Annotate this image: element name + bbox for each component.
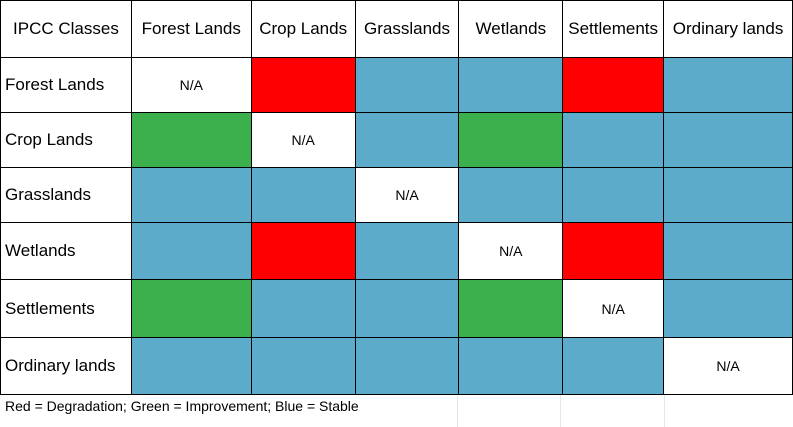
na-cell: N/A — [663, 337, 793, 395]
row-header: Settlements — [0, 279, 132, 338]
blue-cell — [663, 222, 793, 280]
header-row: IPCC Classes Forest Lands Crop Lands Gra… — [0, 0, 793, 58]
blue-cell — [354, 222, 460, 280]
column-header: Forest Lands — [130, 0, 252, 58]
red-cell — [562, 222, 665, 280]
table-row: Forest Lands N/A — [0, 57, 793, 113]
column-header: Grasslands — [354, 0, 460, 58]
na-cell: N/A — [354, 167, 460, 223]
green-cell — [458, 112, 564, 168]
blue-cell — [663, 112, 793, 168]
column-header: Wetlands — [458, 0, 564, 58]
red-cell — [250, 57, 356, 113]
column-header: Ordinary lands — [663, 0, 793, 58]
table-row: Grasslands N/A — [0, 167, 793, 223]
row-header: Crop Lands — [0, 112, 132, 168]
red-cell — [562, 57, 665, 113]
blue-cell — [354, 112, 460, 168]
blue-cell — [354, 337, 460, 395]
na-cell: N/A — [250, 112, 356, 168]
blue-cell — [458, 167, 564, 223]
blue-cell — [663, 279, 793, 338]
corner-header: IPCC Classes — [0, 0, 132, 58]
blue-cell — [562, 337, 665, 395]
divider — [457, 395, 458, 427]
red-cell — [250, 222, 356, 280]
blue-cell — [458, 337, 564, 395]
column-header: Crop Lands — [250, 0, 356, 58]
blue-cell — [250, 167, 356, 223]
green-cell — [130, 112, 252, 168]
table-row: Settlements N/A — [0, 279, 793, 338]
blue-cell — [130, 167, 252, 223]
divider — [560, 395, 561, 427]
green-cell — [458, 279, 564, 338]
row-header: Forest Lands — [0, 57, 132, 113]
table-row: Ordinary lands N/A — [0, 337, 793, 395]
na-cell: N/A — [130, 57, 252, 113]
table-row: Wetlands N/A — [0, 222, 793, 280]
blue-cell — [354, 279, 460, 338]
green-cell — [130, 279, 252, 338]
blue-cell — [250, 279, 356, 338]
na-cell: N/A — [562, 279, 665, 338]
row-header: Grasslands — [0, 167, 132, 223]
blue-cell — [130, 222, 252, 280]
column-header: Settlements — [562, 0, 665, 58]
divider — [664, 395, 665, 427]
blue-cell — [562, 167, 665, 223]
blue-cell — [354, 57, 460, 113]
table-row: Crop Lands N/A — [0, 112, 793, 168]
blue-cell — [458, 57, 564, 113]
color-legend: Red = Degradation; Green = Improvement; … — [5, 398, 359, 414]
blue-cell — [663, 57, 793, 113]
blue-cell — [130, 337, 252, 395]
ipcc-transition-matrix: IPCC Classes Forest Lands Crop Lands Gra… — [0, 0, 793, 395]
blue-cell — [663, 167, 793, 223]
row-header: Ordinary lands — [0, 337, 132, 395]
na-cell: N/A — [458, 222, 564, 280]
row-header: Wetlands — [0, 222, 132, 280]
blue-cell — [250, 337, 356, 395]
blue-cell — [562, 112, 665, 168]
